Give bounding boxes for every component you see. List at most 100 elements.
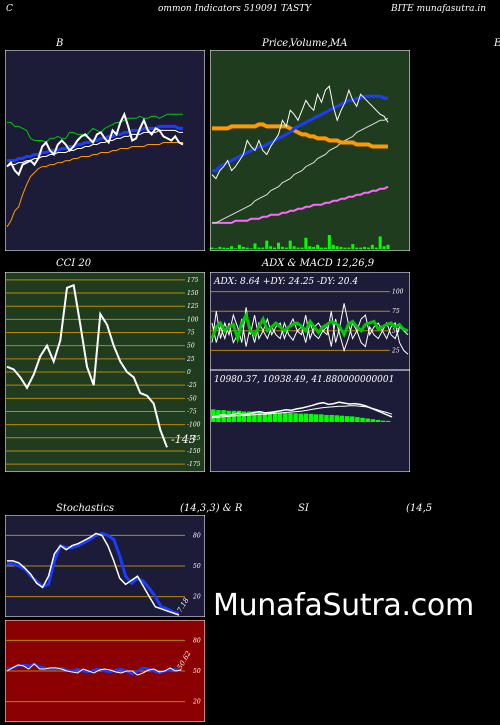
macd-histogram-bar <box>277 412 283 422</box>
tick-label: 80 <box>193 637 201 644</box>
tick-label: 20 <box>192 594 201 601</box>
volume-bar <box>378 236 382 249</box>
macd-histogram-bar <box>236 410 242 422</box>
volume-bar <box>241 246 245 249</box>
cci-panel: 175 150 125 100 75 50 25 0 -25 -50 -75 -100 -125 -150… <box>5 272 205 472</box>
cci-title: CCI 20 <box>56 258 92 269</box>
price-panel <box>210 50 410 251</box>
tick-label: -75 <box>187 408 197 415</box>
stoch-params: (14,3,3) & R <box>180 503 243 514</box>
tick-label: 25 <box>186 356 195 363</box>
macd-histogram-bar <box>349 416 355 422</box>
volume-bar <box>374 247 378 249</box>
volume-bar <box>386 244 390 249</box>
macd-histogram-bar <box>303 413 309 422</box>
macd-histogram-bar <box>252 411 257 422</box>
tick-label: -150 <box>187 448 201 455</box>
volume-bar <box>312 246 316 249</box>
volume-bar <box>230 246 234 249</box>
macd-histogram-bar <box>272 412 278 422</box>
volume-bar <box>316 244 320 249</box>
price-chart <box>210 50 410 251</box>
volume-bar <box>249 248 253 249</box>
adx-macd-title: ADX & MACD 12,26,9 <box>262 258 375 269</box>
volume-bar <box>273 247 277 249</box>
volume-bar <box>218 246 222 249</box>
volume-bar <box>257 247 261 249</box>
volume-bar <box>261 247 265 249</box>
volume-bar <box>355 247 359 249</box>
volume-bar <box>300 247 304 249</box>
macd-histogram-bar <box>288 412 293 422</box>
tick-label: 100 <box>392 289 404 296</box>
macd-histogram-bar <box>380 420 386 422</box>
volume-bar <box>269 246 273 249</box>
volume-bar <box>292 246 296 249</box>
volume-bar <box>363 246 367 249</box>
volume-bar <box>308 246 312 249</box>
tick-label: 125 <box>187 303 199 310</box>
tick-label: 50 <box>392 328 400 335</box>
volume-bar <box>296 247 300 249</box>
macd-histogram-bar <box>334 415 340 422</box>
stoch-title: Stochastics <box>56 503 114 514</box>
header-center: ommon Indicators 519091 TASTY <box>158 4 312 14</box>
volume-bar <box>359 247 363 249</box>
price-title-right: MA <box>330 38 348 49</box>
volume-bar <box>304 237 308 249</box>
macd-histogram-bar <box>293 413 298 422</box>
macd-histogram-bar <box>262 412 267 422</box>
bollinger-panel <box>5 50 205 251</box>
volume-bar <box>284 247 288 249</box>
ma-100-line <box>212 117 389 224</box>
macd-histogram-bar <box>339 415 345 422</box>
bollinger-title: B <box>56 38 64 49</box>
header-right: BITE munafasutra.in <box>391 4 487 14</box>
volume-bar <box>320 247 324 249</box>
price-title-left: Price, <box>262 38 292 49</box>
tick-label: 20 <box>192 699 201 706</box>
volume-bar <box>237 244 241 249</box>
stoch-k-line <box>7 532 180 616</box>
mrsi-line <box>6 663 182 676</box>
macd-histogram-bar <box>344 416 350 422</box>
macd-histogram-bar <box>313 414 319 422</box>
volume-bar <box>214 248 218 249</box>
volume-bar <box>210 247 214 249</box>
tick-label: 50 <box>193 668 201 675</box>
volume-bar <box>245 247 249 249</box>
volume-bar <box>335 246 339 249</box>
macd-histogram-bar <box>386 420 391 422</box>
rsi-line <box>6 662 182 676</box>
volume-bar <box>233 248 237 249</box>
macd-histogram-bar <box>267 412 273 422</box>
macd-histogram-bar <box>365 418 370 422</box>
rsi-panel: 80 50 20 50.62 <box>5 620 205 722</box>
macd-histogram-bar <box>211 409 216 422</box>
tick-label: -125 <box>187 435 201 442</box>
rsi-params: (14,5 <box>406 503 433 514</box>
tick-label: 50 <box>187 343 195 350</box>
cci-line <box>6 283 168 448</box>
tick-label: 25 <box>391 347 400 354</box>
macd-histogram-bar <box>257 412 262 422</box>
adx-chart: 100 75 50 25 ADX: 8.64 +DY: 24.25 -DY: 20.4 <box>210 272 410 370</box>
ma-50-line <box>212 122 388 149</box>
macd-panel: 10980.37, 10938.49, 41.880000000001 <box>210 370 410 472</box>
tick-label: -50 <box>187 395 197 402</box>
tick-label: -100 <box>187 422 201 429</box>
volume-bar <box>323 247 327 249</box>
macd-label: 10980.37, 10938.49, 41.880000000001 <box>214 375 394 385</box>
macd-histogram-bar <box>308 413 314 422</box>
volume-bar <box>366 247 370 249</box>
volume-bar <box>331 244 335 249</box>
tick-label: 80 <box>193 532 201 539</box>
tick-label: 50 <box>193 563 201 570</box>
volume-bar <box>351 244 355 249</box>
macd-chart: 10980.37, 10938.49, 41.880000000001 <box>210 370 410 472</box>
bollinger-chart <box>5 50 205 251</box>
brand-watermark: MunafaSutra.com <box>213 588 474 623</box>
ma-200-line <box>212 185 389 224</box>
stoch-panel: 80 50 20 7.18 <box>5 515 205 617</box>
